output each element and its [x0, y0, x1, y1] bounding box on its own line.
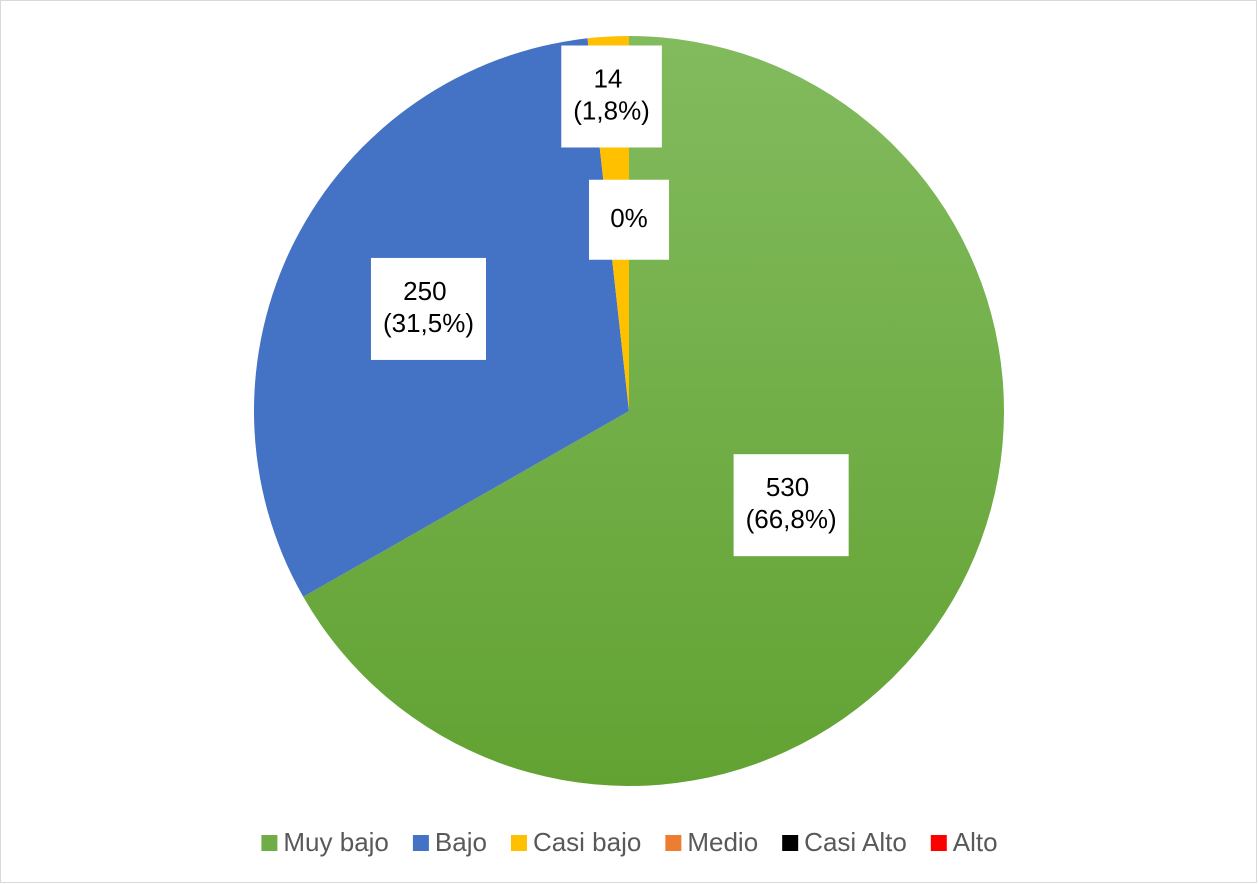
legend-swatch — [782, 835, 799, 851]
slice — [303, 36, 1005, 786]
legend-swatch — [510, 835, 527, 851]
label-box — [589, 179, 669, 260]
legend: Muy bajo Bajo Casi bajo Medio Casi Alto Alto — [261, 827, 998, 857]
label-box — [733, 454, 849, 557]
data-label: 250 (31,5%) — [383, 276, 474, 338]
legend-swatch — [930, 835, 947, 851]
legend-swatch — [261, 835, 278, 851]
data-labels: 530 (66,8%) 250 (31,5%) 14 (1,8%) 0% — [370, 45, 849, 557]
legend-label: Alto — [953, 827, 998, 857]
data-label: 530 (66,8%) — [746, 472, 837, 534]
data-label: 0% — [610, 203, 648, 233]
data-label: 14 (1,8%) — [573, 63, 650, 125]
legend-swatch — [412, 835, 429, 851]
pie — [254, 36, 1005, 786]
legend-label: Casi bajo — [533, 827, 641, 857]
legend-label: Bajo — [435, 827, 487, 857]
legend-label: Muy bajo — [283, 827, 389, 857]
legend-label: Casi Alto — [804, 827, 907, 857]
label-box — [561, 45, 662, 148]
legend-label: Medio — [687, 827, 758, 857]
legend-swatch — [665, 835, 682, 851]
label-box — [370, 257, 487, 360]
